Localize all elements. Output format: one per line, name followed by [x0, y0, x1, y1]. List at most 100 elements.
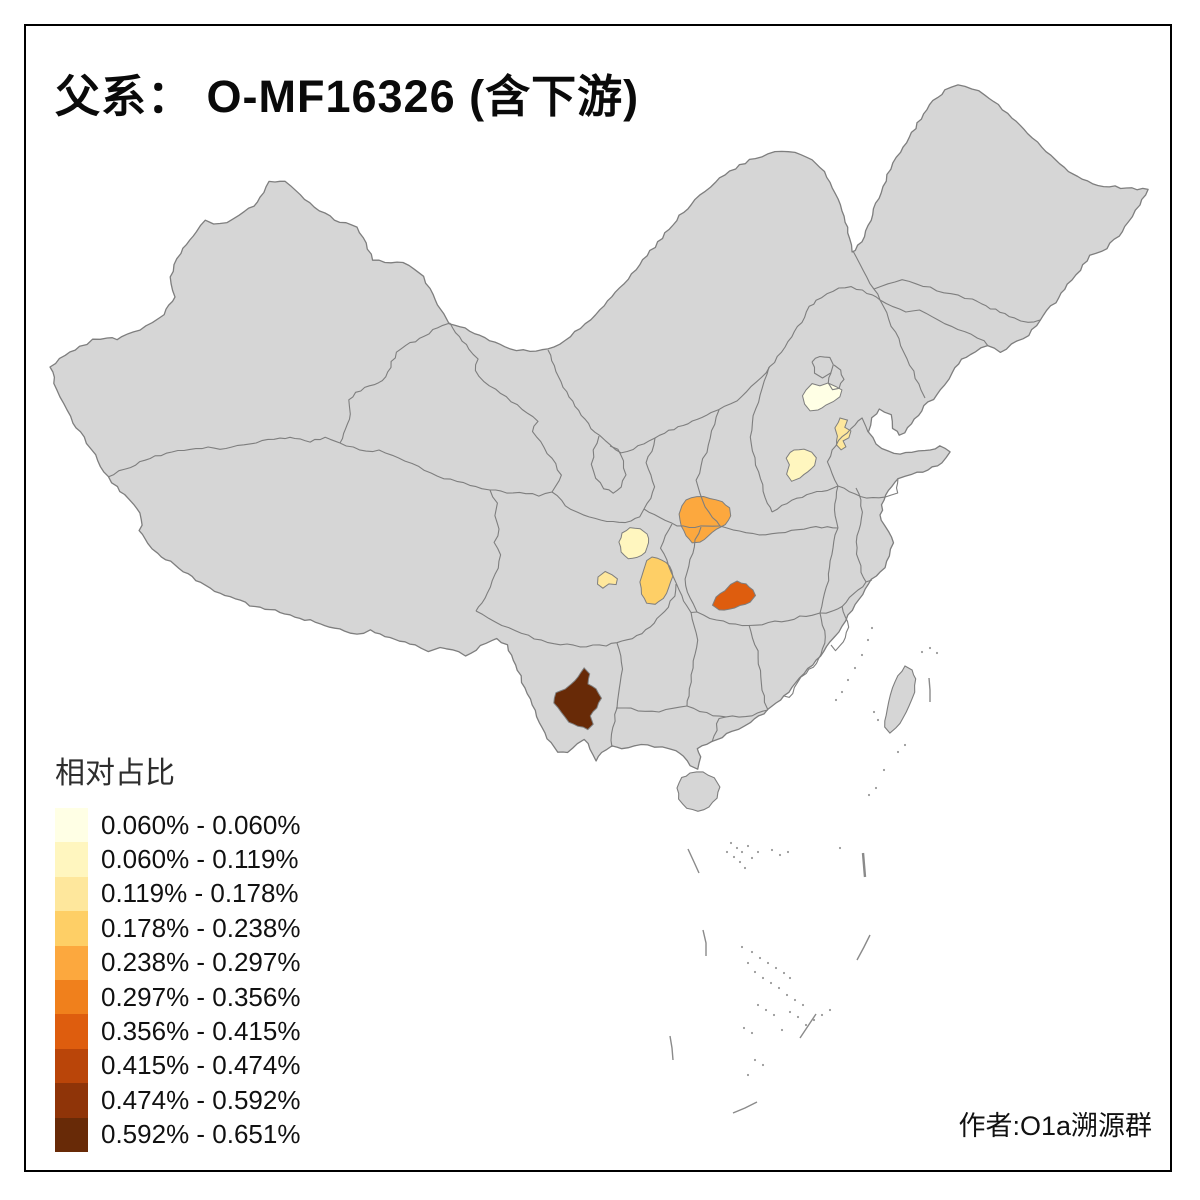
province-border: [643, 437, 656, 510]
sea-boundary-dash: [669, 1035, 674, 1061]
sea-boundary-dash: [799, 1013, 817, 1039]
legend-item: 0.356% - 0.415%: [55, 1014, 300, 1049]
legend-item: 0.119% - 0.178%: [55, 876, 300, 912]
legend-swatch: [55, 876, 88, 912]
province-border: [833, 485, 839, 529]
province-border: [686, 611, 699, 707]
legend-label: 0.415% - 0.474%: [101, 1050, 301, 1081]
province-border: [449, 322, 562, 493]
island-dot: [756, 1003, 760, 1007]
sea-boundary-dash: [702, 929, 707, 956]
island-dot: [740, 850, 744, 854]
author-credit: 作者:O1a溯源群: [958, 1111, 1152, 1141]
province-border: [830, 605, 850, 652]
island-dot: [729, 841, 733, 845]
highlight-region-sichuan-west: [596, 570, 618, 589]
island-dot: [866, 638, 870, 642]
legend-swatch: [55, 911, 88, 946]
sea-boundary-dash: [856, 934, 871, 961]
island-dot: [761, 976, 765, 980]
island-dot: [740, 945, 744, 949]
island-dot: [860, 653, 864, 657]
province-border: [711, 716, 727, 743]
province-border: [643, 508, 721, 529]
island-dot: [853, 666, 857, 670]
province-border: [879, 299, 989, 347]
legend-label: 0.592% - 0.651%: [101, 1119, 301, 1150]
island-dot: [796, 1015, 800, 1019]
island-dot: [870, 626, 874, 630]
highlight-region-henan-north: [785, 448, 817, 482]
highlight-region-shaanxi-central: [678, 495, 732, 544]
island-dot: [732, 855, 736, 859]
island-dot: [876, 718, 880, 722]
island-dot: [777, 986, 781, 990]
island-dot: [820, 1013, 824, 1017]
island-dot: [920, 650, 924, 654]
sea-boundary-dash: [928, 677, 931, 702]
island-dot: [778, 853, 782, 857]
province-border: [719, 525, 839, 536]
island-dot: [746, 844, 750, 848]
legend-item: 0.060% - 0.119%: [55, 842, 300, 877]
island-dot: [935, 651, 939, 655]
province-border: [811, 355, 834, 379]
taiwan-island: [884, 665, 917, 734]
province-border: [696, 611, 821, 627]
island-dot: [753, 970, 757, 974]
province-border: [616, 705, 688, 713]
highlight-region-sichuan-north: [618, 527, 650, 560]
island-dot: [804, 1023, 808, 1027]
legend-item: 0.415% - 0.474%: [55, 1048, 301, 1084]
province-border: [590, 435, 627, 494]
sea-boundary-dash: [861, 852, 867, 878]
island-dot: [785, 993, 789, 997]
legend-swatch: [55, 979, 88, 1015]
island-dot: [838, 846, 842, 850]
island-dot: [742, 1026, 746, 1030]
plot-title: 父系： O-MF16326 (含下游): [55, 71, 640, 122]
province-border: [800, 612, 826, 678]
province-border: [686, 705, 769, 718]
province-border: [551, 491, 645, 524]
province-border: [879, 299, 926, 399]
island-dot: [758, 956, 762, 960]
province-border: [748, 624, 769, 711]
island-dot: [764, 1008, 768, 1012]
province-border: [826, 417, 869, 487]
legend-item: 0.238% - 0.297%: [55, 945, 300, 980]
province-border: [827, 364, 845, 391]
legend-item: 0.297% - 0.356%: [55, 979, 301, 1015]
legend-swatch: [55, 1083, 88, 1118]
province-border: [684, 526, 702, 613]
island-dot: [743, 866, 747, 870]
island-dot: [834, 698, 838, 702]
legend-label: 0.297% - 0.356%: [101, 981, 301, 1012]
island-dot: [928, 646, 932, 650]
island-dot: [801, 1003, 805, 1007]
island-dot: [812, 1018, 816, 1022]
mainland-outline: [49, 84, 1149, 770]
legend-item: 0.178% - 0.238%: [55, 911, 301, 946]
legend-swatch: [55, 842, 88, 877]
province-border: [771, 485, 839, 513]
island-dot: [750, 950, 754, 954]
island-dot: [725, 850, 729, 854]
island-dot: [896, 750, 900, 754]
province-border: [695, 409, 721, 527]
island-dot: [840, 690, 844, 694]
legend-label: 0.060% - 0.119%: [101, 844, 299, 875]
island-dot: [769, 981, 773, 985]
island-dot: [903, 743, 907, 747]
highlight-region-shandong-west: [834, 417, 852, 451]
legend-swatch: [55, 1014, 88, 1049]
province-border: [852, 250, 881, 301]
legend-label: 0.178% - 0.238%: [101, 912, 301, 943]
province-border: [475, 583, 677, 648]
plot-frame: [24, 24, 1172, 1172]
legend-rows: 0.060% - 0.060% 0.060% - 0.119% 0.119% -…: [55, 808, 300, 1152]
island-dot: [867, 793, 871, 797]
legend-swatch: [55, 1117, 88, 1152]
